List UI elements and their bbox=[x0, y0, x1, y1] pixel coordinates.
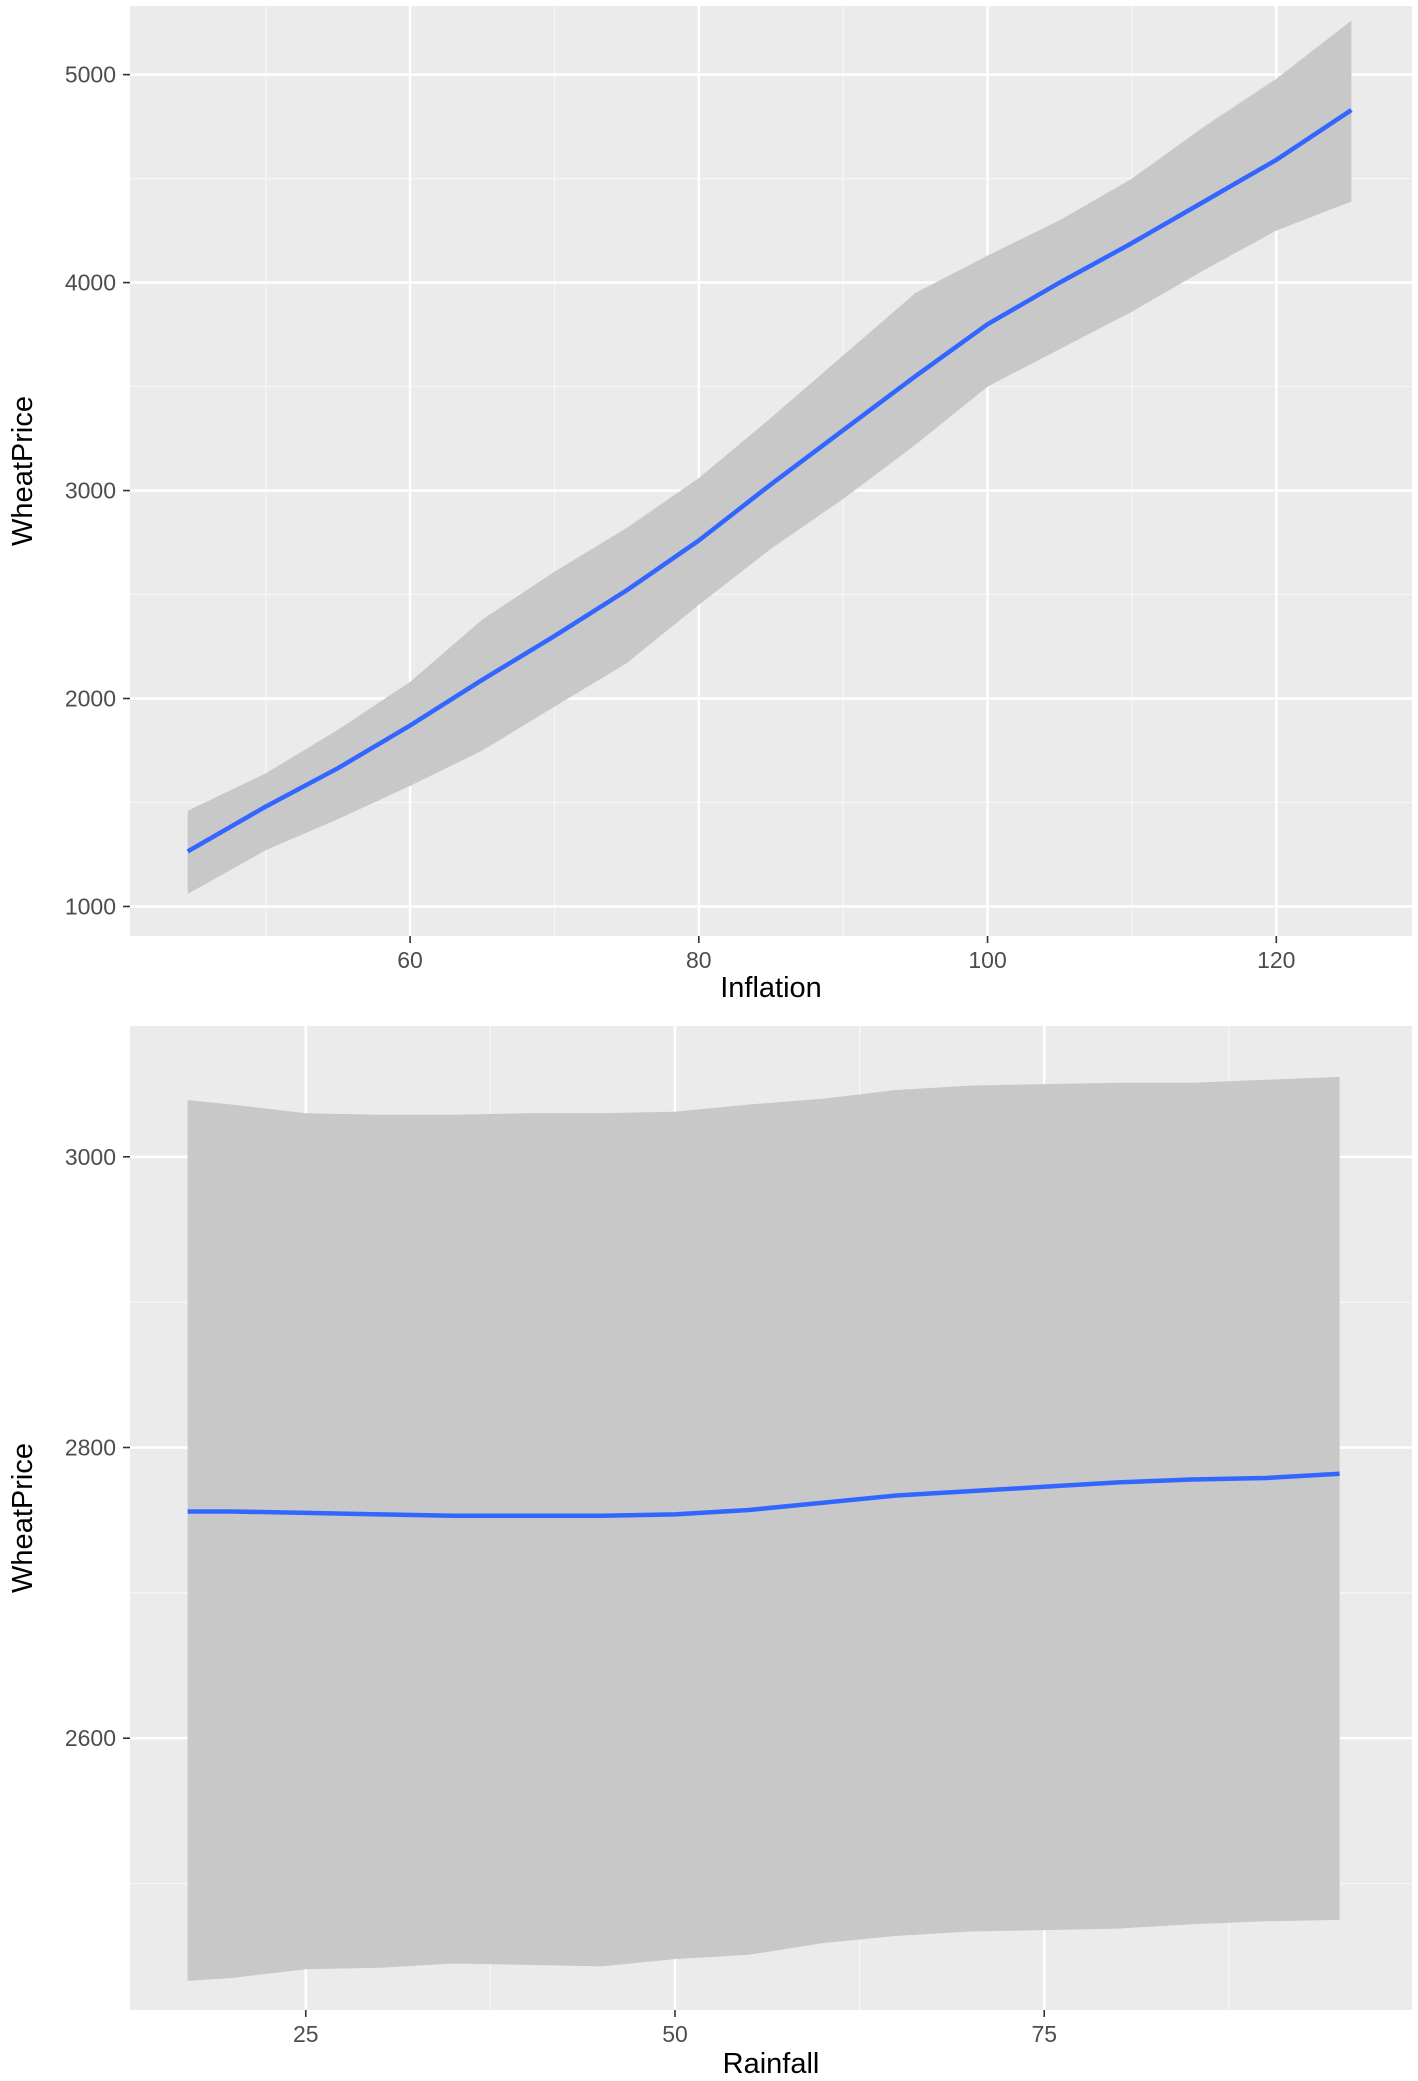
rainfall-smooth-line bbox=[187, 1471, 1340, 1519]
inflation-x-tick-label: 120 bbox=[1257, 947, 1295, 973]
rainfall-y-tick-label: 3000 bbox=[65, 1144, 116, 1170]
rainfall-axis-ticks: 2600 2800 3000 25 50 75 bbox=[65, 1144, 1057, 2047]
inflation-x-tick-label: 100 bbox=[968, 947, 1006, 973]
inflation-x-tick-label: 80 bbox=[686, 947, 712, 973]
rainfall-y-axis-title: WheatPrice bbox=[7, 1443, 39, 1593]
rainfall-y-tick-label: 2600 bbox=[65, 1725, 116, 1751]
rainfall-data-layer bbox=[187, 1076, 1340, 1981]
inflation-axis-ticks: 1000 2000 3000 4000 5000 60 80 100 120 bbox=[65, 62, 1296, 973]
rainfall-x-tick-label: 75 bbox=[1031, 2021, 1057, 2047]
rainfall-x-tick-label: 50 bbox=[662, 2021, 688, 2047]
inflation-chart: 1000 2000 3000 4000 5000 60 80 100 120 Inflation… bbox=[7, 6, 1412, 1004]
inflation-smooth-line bbox=[186, 108, 1353, 854]
rainfall-x-tick-label: 25 bbox=[293, 2021, 319, 2047]
inflation-y-tick-label: 2000 bbox=[65, 686, 116, 712]
inflation-data-layer bbox=[186, 20, 1353, 895]
rainfall-chart: 2600 2800 3000 25 50 75 Rainfall WheatPrice bbox=[7, 1026, 1412, 2080]
inflation-y-tick-label: 1000 bbox=[65, 893, 116, 919]
rainfall-confidence-band bbox=[187, 1076, 1340, 1981]
inflation-y-tick-label: 3000 bbox=[65, 478, 116, 504]
inflation-confidence-band bbox=[187, 20, 1352, 895]
inflation-x-axis-title: Inflation bbox=[720, 972, 822, 1004]
inflation-y-axis-title: WheatPrice bbox=[7, 396, 39, 546]
inflation-y-tick-label: 4000 bbox=[65, 270, 116, 296]
rainfall-y-tick-label: 2800 bbox=[65, 1435, 116, 1461]
rainfall-x-axis-title: Rainfall bbox=[723, 2048, 820, 2080]
inflation-y-tick-label: 5000 bbox=[65, 62, 116, 88]
inflation-x-tick-label: 60 bbox=[397, 947, 423, 973]
